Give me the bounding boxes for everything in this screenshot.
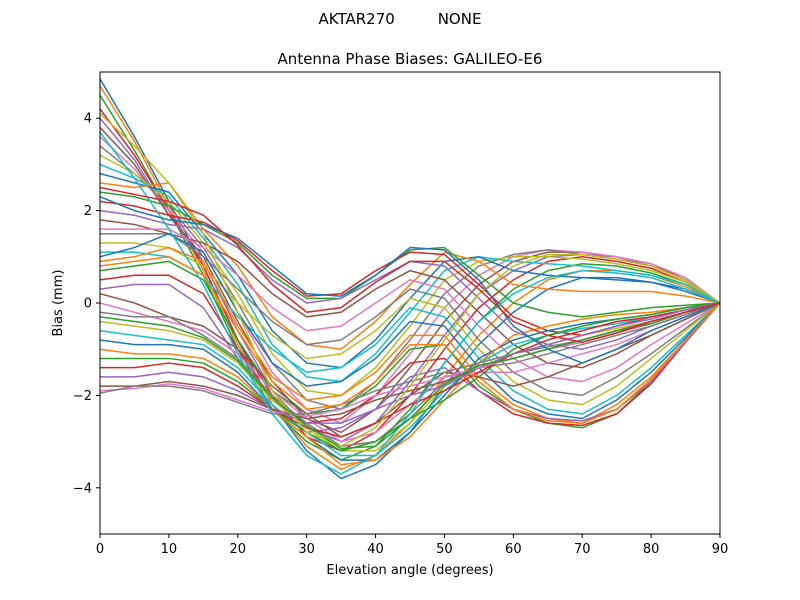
series-line-10 xyxy=(100,163,720,383)
x-tick-label: 60 xyxy=(505,542,522,557)
series-layer xyxy=(100,78,720,480)
series-line-18 xyxy=(100,232,720,397)
series-line-17 xyxy=(100,228,720,383)
series-line-2 xyxy=(100,85,720,471)
y-axis: −4 −2 0 2 4 xyxy=(73,112,100,496)
chart-title: Antenna Phase Biases: GALILEO-E6 xyxy=(278,50,543,68)
x-axis: 0 10 20 30 40 50 60 70 80 90 xyxy=(96,534,728,557)
y-axis-label: Bias (mm) xyxy=(51,270,66,337)
x-tick-label: 0 xyxy=(96,542,104,557)
x-tick-label: 20 xyxy=(230,542,247,557)
series-line-29 xyxy=(100,302,720,452)
y-tick-label: −2 xyxy=(73,389,92,404)
x-axis-label: Elevation angle (degrees) xyxy=(326,563,493,578)
series-line-44 xyxy=(100,186,720,344)
series-line-40 xyxy=(100,131,720,475)
series-line-41 xyxy=(100,196,720,364)
plot-frame xyxy=(99,71,721,535)
series-line-42 xyxy=(100,256,720,424)
chart-suptitle: AKTAR270 NONE xyxy=(319,10,482,28)
series-line-43 xyxy=(100,302,720,450)
series-line-34 xyxy=(100,302,720,438)
series-line-24 xyxy=(100,274,720,427)
series-line-30 xyxy=(100,302,720,457)
series-line-32 xyxy=(100,302,720,466)
series-line-16 xyxy=(100,219,720,369)
series-line-39 xyxy=(100,113,720,447)
series-line-9 xyxy=(100,154,720,397)
x-tick-label: 30 xyxy=(298,542,315,557)
x-tick-label: 90 xyxy=(712,542,729,557)
y-tick-label: 4 xyxy=(84,112,92,127)
x-tick-label: 70 xyxy=(574,542,591,557)
x-tick-label: 40 xyxy=(367,542,384,557)
series-line-21 xyxy=(100,232,720,420)
series-line-19 xyxy=(100,242,720,406)
series-line-35 xyxy=(100,302,720,424)
y-tick-label: 0 xyxy=(84,297,92,312)
x-tick-label: 50 xyxy=(436,542,453,557)
x-tick-label: 80 xyxy=(643,542,660,557)
series-line-26 xyxy=(100,293,720,438)
y-tick-label: −4 xyxy=(73,481,92,496)
y-tick-label: 2 xyxy=(84,204,92,219)
series-line-22 xyxy=(100,246,720,424)
x-tick-label: 10 xyxy=(161,542,178,557)
